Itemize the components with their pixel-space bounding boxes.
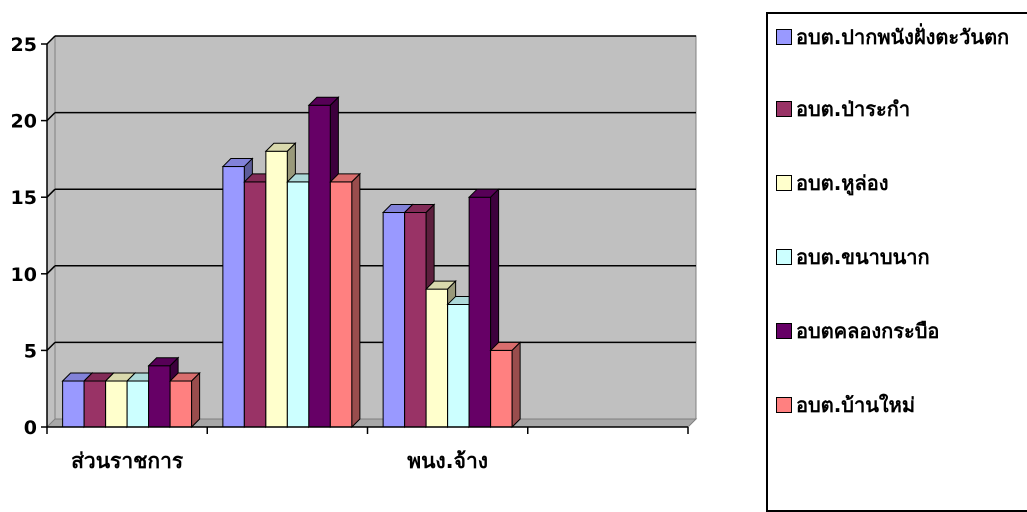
bar-front xyxy=(169,380,193,428)
bar-front xyxy=(490,349,513,428)
bar-front xyxy=(329,181,353,428)
legend-swatch xyxy=(776,101,792,117)
bar-front xyxy=(265,150,288,428)
legend-label: อบต.ปากพนังฝั่งตะวันตก xyxy=(796,25,1010,49)
bar-front xyxy=(382,212,406,428)
legend-swatch xyxy=(776,175,792,191)
bar-front xyxy=(243,181,267,428)
x-category-label: พนง.จ้าง xyxy=(407,449,488,473)
legend-label: อบต.ป่าระกำ xyxy=(796,97,911,121)
legend-label: อบต.บ้านใหม่ xyxy=(796,393,916,417)
bar-front xyxy=(447,303,470,428)
bar-side xyxy=(351,172,361,429)
y-tick-label: 10 xyxy=(11,264,37,286)
gridline-depth xyxy=(46,265,56,275)
bar-front xyxy=(308,104,331,428)
gridline-depth xyxy=(46,35,56,45)
x-category-label: ส่วนราชการ xyxy=(71,449,184,473)
gridline-depth xyxy=(46,188,56,198)
legend-item: อบตคลองกระบือ xyxy=(776,316,1027,346)
legend-item: อบต.ป่าระกำ xyxy=(776,94,1027,124)
legend-item: อบต.ปากพนังฝั่งตะวันตก xyxy=(776,22,1027,52)
bar-front xyxy=(105,380,128,428)
plot-area xyxy=(45,35,698,428)
chart: 0 5 10 15 20 25 ส่วนราชการ พนง.จ้าง xyxy=(11,34,698,473)
bar-front xyxy=(404,212,427,428)
bar xyxy=(489,341,522,429)
axes: 0 5 10 15 20 25 ส่วนราชการ พนง.จ้าง xyxy=(11,34,689,473)
bar-side xyxy=(511,341,521,429)
bar-front xyxy=(148,365,171,428)
back-wall xyxy=(54,35,697,420)
bar-front xyxy=(468,196,492,428)
bar-side xyxy=(191,371,201,429)
y-tick-label: 0 xyxy=(24,417,37,439)
y-tick-label: 25 xyxy=(11,34,37,56)
legend-swatch xyxy=(776,29,792,45)
legend-swatch xyxy=(776,397,792,413)
bar xyxy=(168,371,201,429)
y-tick-label: 5 xyxy=(24,340,37,362)
bar-front xyxy=(83,380,107,428)
legend-label: อบตคลองกระบือ xyxy=(796,319,940,343)
bar-front xyxy=(62,380,85,428)
bar-front xyxy=(425,288,449,428)
bars xyxy=(61,96,522,429)
bar-front xyxy=(286,181,310,428)
bar-front xyxy=(126,380,150,428)
gridline-depth xyxy=(46,112,56,122)
legend-item: อบต.หูล่อง xyxy=(776,168,1027,198)
gridline-depth xyxy=(46,341,56,351)
y-tick-label: 20 xyxy=(11,111,37,133)
legend: อบต.ปากพนังฝั่งตะวันตกอบต.ป่าระกำอบต.หูล… xyxy=(766,12,1027,512)
legend-swatch xyxy=(776,323,792,339)
legend-item: อบต.บ้านใหม่ xyxy=(776,390,1027,420)
legend-swatch xyxy=(776,249,792,265)
legend-item: อบต.ขนาบนาก xyxy=(776,242,1027,272)
bar-front xyxy=(222,166,245,428)
legend-label: อบต.หูล่อง xyxy=(796,171,889,195)
y-tick-label: 15 xyxy=(11,187,37,209)
legend-label: อบต.ขนาบนาก xyxy=(796,245,930,269)
bar xyxy=(329,172,362,429)
